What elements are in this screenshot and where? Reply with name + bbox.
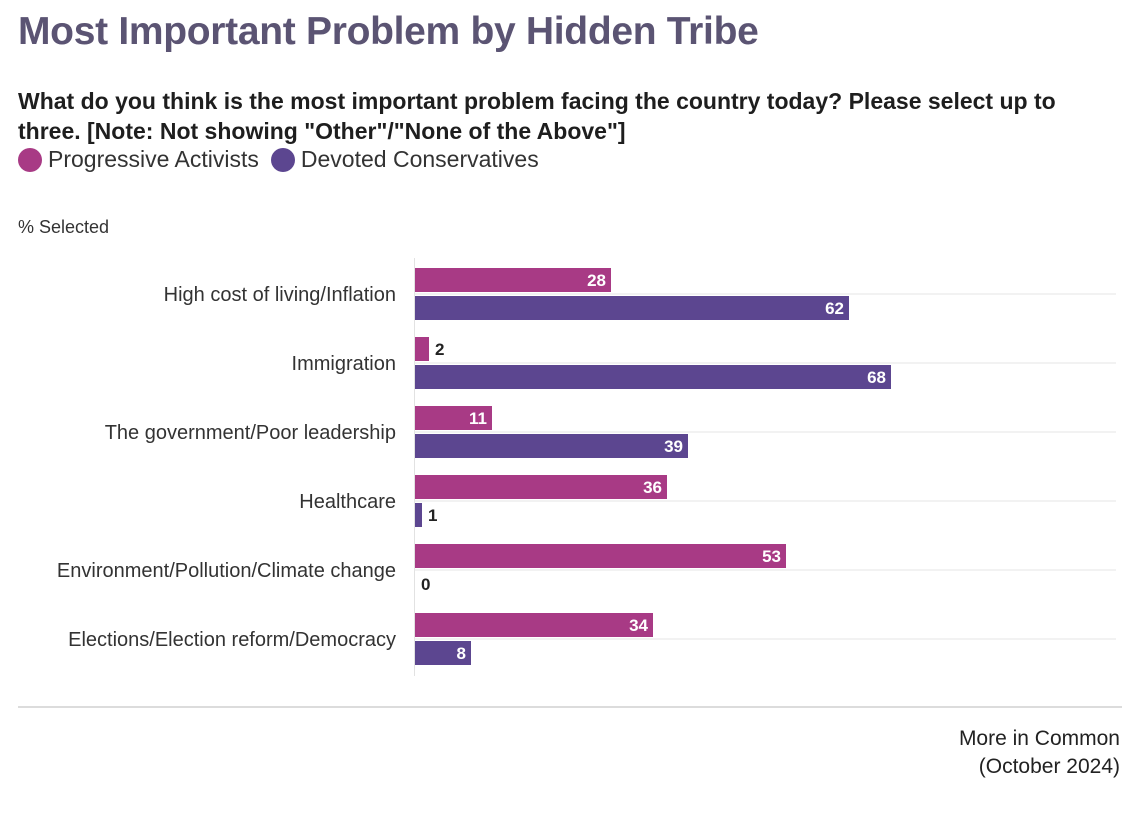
data-label: 34 — [629, 616, 648, 635]
category-label: Environment/Pollution/Climate change — [57, 560, 396, 582]
bar-progressive-activists — [415, 544, 786, 568]
category-label: Elections/Election reform/Democracy — [68, 629, 396, 651]
bar-progressive-activists — [415, 406, 492, 430]
bar-devoted-conservatives — [415, 641, 471, 665]
data-label: 62 — [825, 299, 844, 318]
category-label: High cost of living/Inflation — [164, 284, 396, 306]
legend-item-devoted-conservatives: Devoted Conservatives — [270, 146, 539, 173]
bar-progressive-activists — [415, 475, 667, 499]
legend-swatch-progressive-activists — [18, 147, 42, 172]
bar-devoted-conservatives — [415, 503, 422, 527]
bar-devoted-conservatives — [415, 296, 849, 320]
chart-subtitle: What do you think is the most important … — [18, 88, 1056, 144]
bar-devoted-conservatives — [415, 365, 891, 389]
source-note: More in Common (October 2024) — [958, 727, 1120, 778]
category-label: Immigration — [292, 353, 396, 375]
bar-progressive-activists — [415, 613, 653, 637]
category-label: The government/Poor leadership — [105, 422, 396, 444]
chart-title: Most Important Problem by Hidden Tribe — [18, 10, 759, 53]
footer-divider — [18, 706, 1122, 708]
unit-label: % Selected — [18, 217, 110, 237]
category-label: Healthcare — [299, 491, 396, 513]
data-label: 39 — [664, 437, 683, 456]
data-label: 28 — [587, 271, 606, 290]
data-label: 1 — [428, 506, 437, 525]
data-label: 68 — [867, 368, 886, 387]
data-label: 36 — [643, 478, 662, 497]
data-label: 11 — [469, 409, 487, 428]
data-label: 2 — [435, 340, 444, 359]
data-label: 8 — [457, 644, 466, 663]
legend-label-progressive-activists: Progressive Activists — [48, 146, 259, 172]
legend: Progressive Activists Devoted Conservati… — [18, 146, 551, 173]
bar-devoted-conservatives — [415, 434, 688, 458]
legend-swatch-devoted-conservatives — [270, 147, 295, 172]
data-label: 53 — [762, 547, 781, 566]
data-label: 0 — [421, 575, 430, 594]
bar-progressive-activists — [415, 337, 429, 361]
bar-chart: High cost of living/Inflation2862Immigra… — [57, 258, 1116, 676]
legend-item-progressive-activists: Progressive Activists — [18, 146, 259, 173]
bar-progressive-activists — [415, 268, 611, 292]
legend-label-devoted-conservatives: Devoted Conservatives — [300, 146, 539, 172]
